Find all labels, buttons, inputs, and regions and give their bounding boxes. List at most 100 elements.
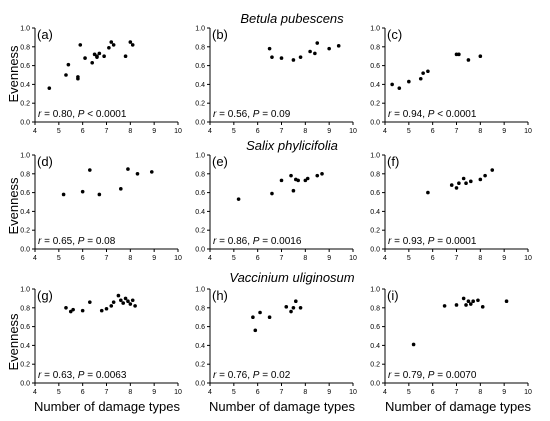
panel-b-x-tick-label: 10 — [349, 128, 357, 135]
panel-i-data-point — [411, 342, 416, 347]
panel-f-y-tick-label: 0.0 — [370, 247, 380, 254]
panel-d-x-tick-label: 7 — [105, 255, 109, 262]
panel-g-x-tick-label: 9 — [152, 389, 156, 396]
panel-f-x-tick-label: 8 — [478, 255, 482, 262]
panel-e-data-point — [270, 191, 274, 196]
panel-a-data-point — [109, 40, 114, 44]
panel-i-data-point — [471, 299, 475, 304]
panel-f-x-tick-label: 7 — [455, 255, 459, 262]
panel-c-stat-annotation: r = 0.94, P < 0.0001 — [388, 109, 477, 120]
panel-a-stat-annotation: r = 0.80, P < 0.0001 — [38, 109, 127, 120]
panel-d-stat-annotation: r = 0.65, P = 0.08 — [38, 236, 116, 247]
panel-i-label: (i) — [387, 288, 399, 303]
panel-d-y-tick-label: 0.4 — [20, 209, 30, 216]
panel-b-x-tick-label: 8 — [303, 128, 307, 135]
panel-d-data-point — [119, 187, 123, 191]
panel-b: 4 5 6 7 8 9 10 0.0 0.2 0.4 0.6 0.8 1.0 (b) r = 0.56, P… — [195, 26, 357, 136]
panel-h-data-point — [251, 315, 255, 320]
panel-i-y-tick-label: 0.8 — [370, 305, 380, 312]
panel-h-data-point — [284, 305, 289, 309]
panel-d-x-tick-label: 5 — [57, 255, 61, 262]
panel-i-data-point — [469, 302, 473, 306]
panel-g-y-tick-label: 0.6 — [20, 324, 30, 331]
panel-c-data-point — [426, 69, 430, 74]
panel-i-data-point — [461, 296, 466, 301]
panel-c-x-tick-label: 9 — [502, 128, 506, 135]
panel-a-label: (a) — [37, 27, 53, 42]
panel-a-x-tick-label: 8 — [128, 128, 132, 135]
panel-b-stat-annotation: r = 0.56, P = 0.09 — [213, 109, 291, 120]
panel-i-x-tick-label: 8 — [478, 389, 482, 396]
panel-e-stat-annotation: r = 0.86, P = 0.0016 — [213, 236, 302, 247]
panel-f-x-tick-label: 4 — [383, 255, 387, 262]
panel-i-x-tick-label: 6 — [431, 389, 435, 396]
row-title-1: Betula pubescens — [240, 11, 344, 26]
panel-b-y-tick-label: 0.0 — [195, 120, 205, 127]
panel-b-data-point — [279, 56, 284, 60]
panel-i-x-tick-label: 5 — [407, 389, 411, 396]
panel-a-data-point — [111, 43, 116, 47]
y-axis-label-row-3: Evenness — [6, 313, 21, 371]
panel-b-y-tick-label: 0.6 — [195, 63, 205, 70]
panel-b-y-tick-label: 0.8 — [195, 44, 205, 51]
panel-d-x-tick-label: 6 — [81, 255, 85, 262]
panel-c-y-tick-label: 1.0 — [370, 26, 380, 33]
panel-d-y-tick-label: 0.6 — [20, 190, 30, 197]
panel-b-data-point — [327, 46, 331, 51]
panel-c-x-tick-label: 5 — [407, 128, 411, 135]
panel-f-data-point — [469, 179, 473, 184]
panel-g-y-tick-label: 0.4 — [20, 343, 30, 350]
panel-i-x-tick-label: 9 — [502, 389, 506, 396]
panel-c-x-tick-label: 7 — [455, 128, 459, 135]
panel-a-data-point — [128, 40, 133, 44]
panel-c-y-tick-label: 0.8 — [370, 44, 380, 51]
panel-g-y-tick-label: 0.8 — [20, 305, 30, 312]
panel-b-x-tick-label: 4 — [208, 128, 212, 135]
panel-a-data-point — [78, 43, 83, 47]
panel-h-x-tick-label: 6 — [256, 389, 260, 396]
panel-a-y-tick-label: 0.8 — [20, 44, 30, 51]
panel-b-x-tick-label: 6 — [256, 128, 260, 135]
panel-a-data-point — [83, 56, 87, 60]
panel-a-data-point — [76, 75, 80, 79]
panel-d: 4 5 6 7 8 9 10 0.0 0.2 0.4 0.6 0.8 1.0 (d) r = 0.65, P… — [20, 153, 182, 263]
panel-b-y-tick-label: 1.0 — [195, 26, 205, 33]
panel-g-data-point — [130, 298, 135, 303]
panel-i-data-point — [466, 299, 471, 304]
panel-e-data-point — [289, 173, 293, 178]
panel-c-y-tick-label: 0.4 — [370, 82, 380, 89]
panel-a-y-tick-label: 1.0 — [20, 26, 30, 33]
panel-d-data-point — [126, 167, 130, 171]
panel-b-data-point — [270, 55, 274, 59]
panel-h-y-tick-label: 0.4 — [195, 343, 205, 350]
panel-b-data-point — [308, 49, 312, 54]
panel-c-data-point — [397, 86, 402, 90]
panel-i-x-tick-label: 4 — [383, 389, 387, 396]
panel-c-data-point — [466, 58, 471, 62]
panel-g-y-tick-label: 0.0 — [20, 381, 30, 388]
panel-i-y-tick-label: 0.4 — [370, 343, 380, 350]
panel-e-x-tick-label: 7 — [280, 255, 284, 262]
panel-e-y-tick-label: 0.4 — [195, 209, 205, 216]
panel-g-x-tick-label: 4 — [33, 389, 37, 396]
panel-g-data-point — [123, 296, 128, 301]
panel-h-y-tick-label: 0.6 — [195, 324, 205, 331]
panel-e-data-point — [320, 172, 324, 176]
panel-c: 4 5 6 7 8 9 10 0.0 0.2 0.4 0.6 0.8 1.0 (c) r = 0.94, P… — [370, 26, 532, 136]
panel-a-data-point — [102, 54, 106, 58]
panel-g-data-point — [128, 302, 133, 306]
panel-a-data-point — [47, 86, 52, 90]
panel-b-data-point — [315, 41, 320, 45]
panel-i-y-tick-label: 1.0 — [370, 287, 380, 294]
panel-c-data-point — [478, 54, 483, 58]
panel-c-x-tick-label: 6 — [431, 128, 435, 135]
panel-f-x-tick-label: 10 — [524, 255, 532, 262]
panel-d-data-point — [61, 192, 66, 197]
panel-b-data-point — [336, 44, 341, 48]
panel-g-y-tick-label: 0.2 — [20, 362, 30, 369]
panel-h-data-point — [253, 328, 258, 333]
panel-d-y-tick-label: 0.8 — [20, 171, 30, 178]
panel-g-data-point — [88, 300, 92, 304]
x-axis-label-col-3: Number of damage types — [385, 399, 531, 414]
panel-a-data-point — [90, 60, 94, 65]
